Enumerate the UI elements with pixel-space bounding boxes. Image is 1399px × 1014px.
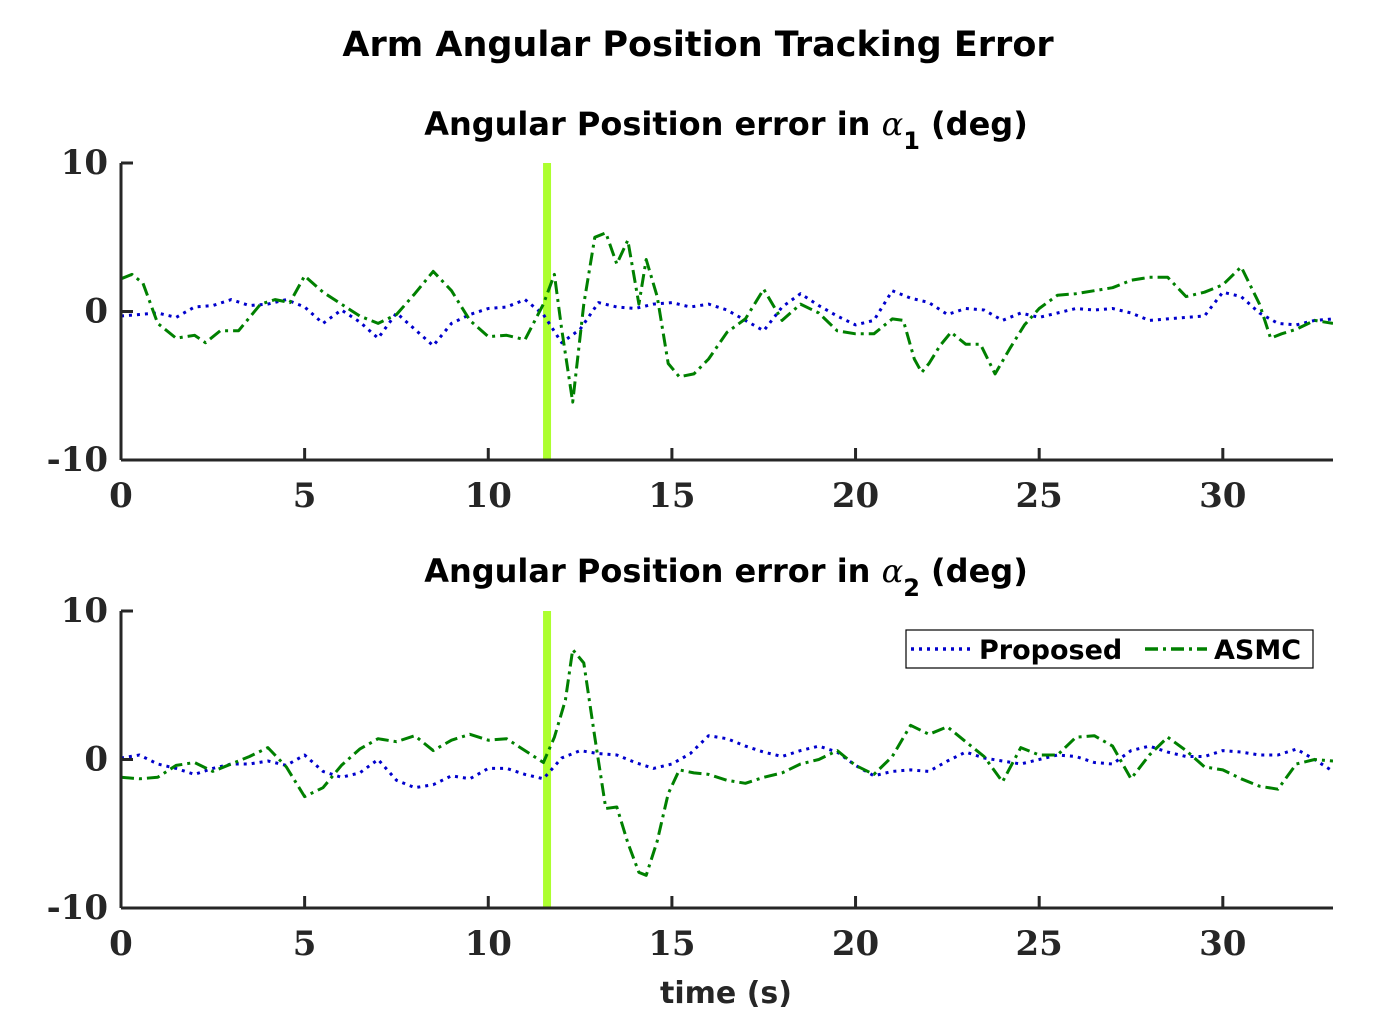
subplot-title-alpha2: Angular Position error in α2 (deg) — [424, 552, 1028, 602]
subplot-title-text: Angular Position error in — [424, 105, 881, 143]
x-tick-label: 0 — [109, 924, 133, 964]
x-tick-label: 25 — [1016, 476, 1063, 516]
y-tick-label: 10 — [61, 591, 108, 631]
legend-label-asmc: ASMC — [1214, 635, 1301, 666]
subplot-title-unit: (deg) — [920, 105, 1028, 143]
subplot-title-text: Angular Position error in — [424, 552, 881, 590]
figure-title: Arm Angular Position Tracking Error — [342, 25, 1054, 65]
x-tick-label: 25 — [1016, 924, 1063, 964]
x-axis-label: time (s) — [660, 976, 792, 1011]
subplot-title-alpha1: Angular Position error in α1 (deg) — [424, 105, 1028, 155]
x-tick-label: 10 — [465, 476, 512, 516]
x-tick-label: 10 — [465, 924, 512, 964]
x-tick-label: 5 — [293, 924, 317, 964]
x-tick-label: 30 — [1199, 476, 1246, 516]
subplot-title-subscript: 2 — [903, 574, 920, 602]
x-tick-label: 15 — [648, 476, 695, 516]
y-tick-label: 10 — [61, 143, 108, 183]
x-tick-label: 30 — [1199, 924, 1246, 964]
subplot-alpha1: Angular Position error in α1 (deg) 0 5 10 1… — [47, 105, 1333, 516]
y-tick-label: 0 — [84, 740, 108, 780]
series-line-asmc — [121, 648, 1333, 877]
legend: Proposed ASMC — [905, 629, 1314, 669]
subplot-title-symbol: α — [882, 552, 904, 590]
subplot-title-subscript: 1 — [903, 127, 920, 155]
x-tick-label: 0 — [109, 476, 133, 516]
legend-label-proposed: Proposed — [979, 635, 1122, 666]
subplot-title-symbol: α — [882, 105, 904, 143]
legend-box — [905, 629, 1314, 669]
event-marker-band — [543, 163, 552, 460]
y-tick-label: 0 — [84, 292, 108, 332]
x-tick-label: 20 — [832, 476, 879, 516]
x-tick-label: 15 — [648, 924, 695, 964]
subplot-title-unit: (deg) — [920, 552, 1028, 590]
event-marker-band — [543, 611, 552, 908]
y-tick-label: -10 — [47, 888, 108, 928]
subplot-alpha2: Angular Position error in α2 (deg) 0 5 10 1… — [47, 552, 1333, 1011]
x-tick-label: 20 — [832, 924, 879, 964]
x-tick-label: 5 — [293, 476, 317, 516]
series-line-asmc — [121, 231, 1333, 404]
y-tick-label: -10 — [47, 440, 108, 480]
series-line-proposed — [121, 734, 1333, 790]
